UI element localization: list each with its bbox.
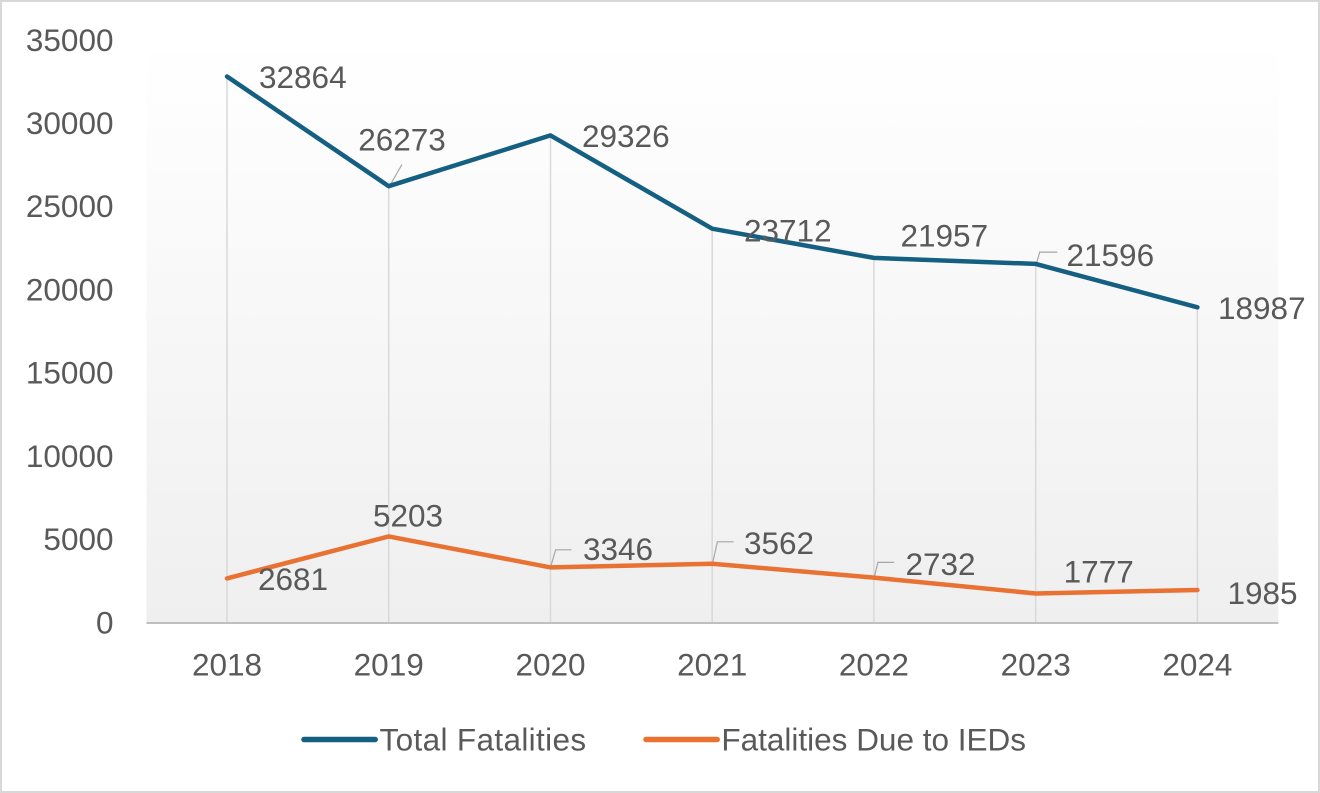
svg-text:35000: 35000 bbox=[26, 22, 114, 58]
svg-text:26273: 26273 bbox=[358, 121, 446, 157]
svg-text:2020: 2020 bbox=[515, 647, 585, 683]
svg-text:29326: 29326 bbox=[582, 118, 670, 154]
svg-text:Total Fatalities: Total Fatalities bbox=[380, 721, 587, 757]
svg-text:32864: 32864 bbox=[259, 59, 347, 95]
svg-text:5203: 5203 bbox=[373, 497, 443, 533]
svg-text:2021: 2021 bbox=[677, 647, 747, 683]
svg-text:2022: 2022 bbox=[839, 647, 909, 683]
svg-text:21596: 21596 bbox=[1067, 237, 1155, 273]
svg-text:3562: 3562 bbox=[744, 525, 814, 561]
svg-text:18987: 18987 bbox=[1218, 290, 1306, 326]
svg-text:5000: 5000 bbox=[43, 521, 113, 557]
svg-text:2024: 2024 bbox=[1162, 647, 1232, 683]
svg-text:1985: 1985 bbox=[1228, 575, 1298, 611]
svg-text:20000: 20000 bbox=[26, 271, 114, 307]
svg-text:23712: 23712 bbox=[744, 213, 832, 249]
svg-text:15000: 15000 bbox=[26, 355, 114, 391]
svg-text:2732: 2732 bbox=[906, 546, 976, 582]
svg-text:25000: 25000 bbox=[26, 188, 114, 224]
svg-text:10000: 10000 bbox=[26, 438, 114, 474]
svg-text:Fatalities Due to IEDs: Fatalities Due to IEDs bbox=[721, 721, 1026, 757]
svg-text:2019: 2019 bbox=[354, 647, 424, 683]
svg-text:1777: 1777 bbox=[1064, 554, 1134, 590]
svg-text:21957: 21957 bbox=[901, 217, 989, 253]
svg-text:2681: 2681 bbox=[258, 561, 328, 597]
svg-text:3346: 3346 bbox=[583, 531, 653, 567]
svg-text:0: 0 bbox=[96, 604, 114, 640]
svg-text:2023: 2023 bbox=[1001, 647, 1071, 683]
svg-text:2018: 2018 bbox=[192, 647, 262, 683]
svg-text:30000: 30000 bbox=[26, 105, 114, 141]
